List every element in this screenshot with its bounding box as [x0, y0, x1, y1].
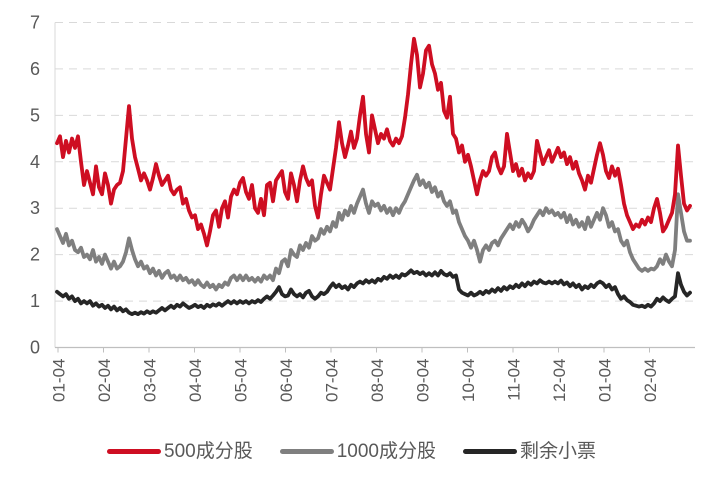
- legend-swatch-rest: [462, 449, 517, 454]
- x-axis-label: 05-04: [232, 359, 251, 402]
- x-axis-label: 06-04: [277, 359, 296, 402]
- x-axis-label: 11-04: [505, 359, 524, 401]
- x-axis-label: 02-04: [95, 359, 114, 402]
- x-axis-label: 04-04: [186, 359, 205, 402]
- x-axis-label: 07-04: [323, 359, 342, 402]
- series-line-1: [55, 172, 692, 292]
- legend-item-500: 500成分股: [107, 442, 253, 461]
- legend: 500成分股 1000成分股 剩余小票: [0, 442, 703, 461]
- legend-swatch-500: [107, 449, 161, 454]
- y-axis-label: 6: [30, 59, 40, 79]
- legend-label-1000: 1000成分股: [336, 441, 436, 462]
- x-axis-label: 02-04: [641, 359, 660, 402]
- x-axis-label: 10-04: [459, 359, 478, 402]
- chart-container: 0 1 2 3 4 5 6 7 01-04 02-04 03-04 04-04 05-04 06-04 07…: [0, 13, 703, 461]
- series-line-2: [55, 268, 692, 317]
- x-axis-label: 01-04: [596, 359, 615, 402]
- legend-item-1000: 1000成分股: [279, 441, 436, 462]
- series-line-0: [55, 36, 692, 248]
- line-chart: 0 1 2 3 4 5 6 7 01-04 02-04 03-04 04-04 05-04 06-04 07…: [30, 13, 695, 402]
- legend-item-rest: 剩余小票: [462, 441, 596, 462]
- legend-label-500: 500成分股: [164, 441, 253, 462]
- x-axis-label: 08-04: [368, 359, 387, 402]
- y-axis-label: 0: [30, 338, 40, 358]
- legend-swatch-1000: [279, 449, 334, 454]
- y-axis-label: 2: [30, 245, 40, 265]
- y-axis-label: 3: [30, 198, 40, 218]
- x-axis-label: 01-04: [50, 359, 69, 402]
- x-axis-label: 09-04: [414, 359, 433, 402]
- y-axis-label: 4: [30, 152, 40, 172]
- x-axis-label: 03-04: [141, 359, 160, 402]
- y-axis-label: 7: [30, 13, 40, 33]
- legend-label-rest: 剩余小票: [519, 441, 596, 462]
- x-axis-label: 12-04: [550, 359, 569, 402]
- y-axis-label: 1: [30, 291, 40, 311]
- y-axis-label: 5: [30, 105, 40, 125]
